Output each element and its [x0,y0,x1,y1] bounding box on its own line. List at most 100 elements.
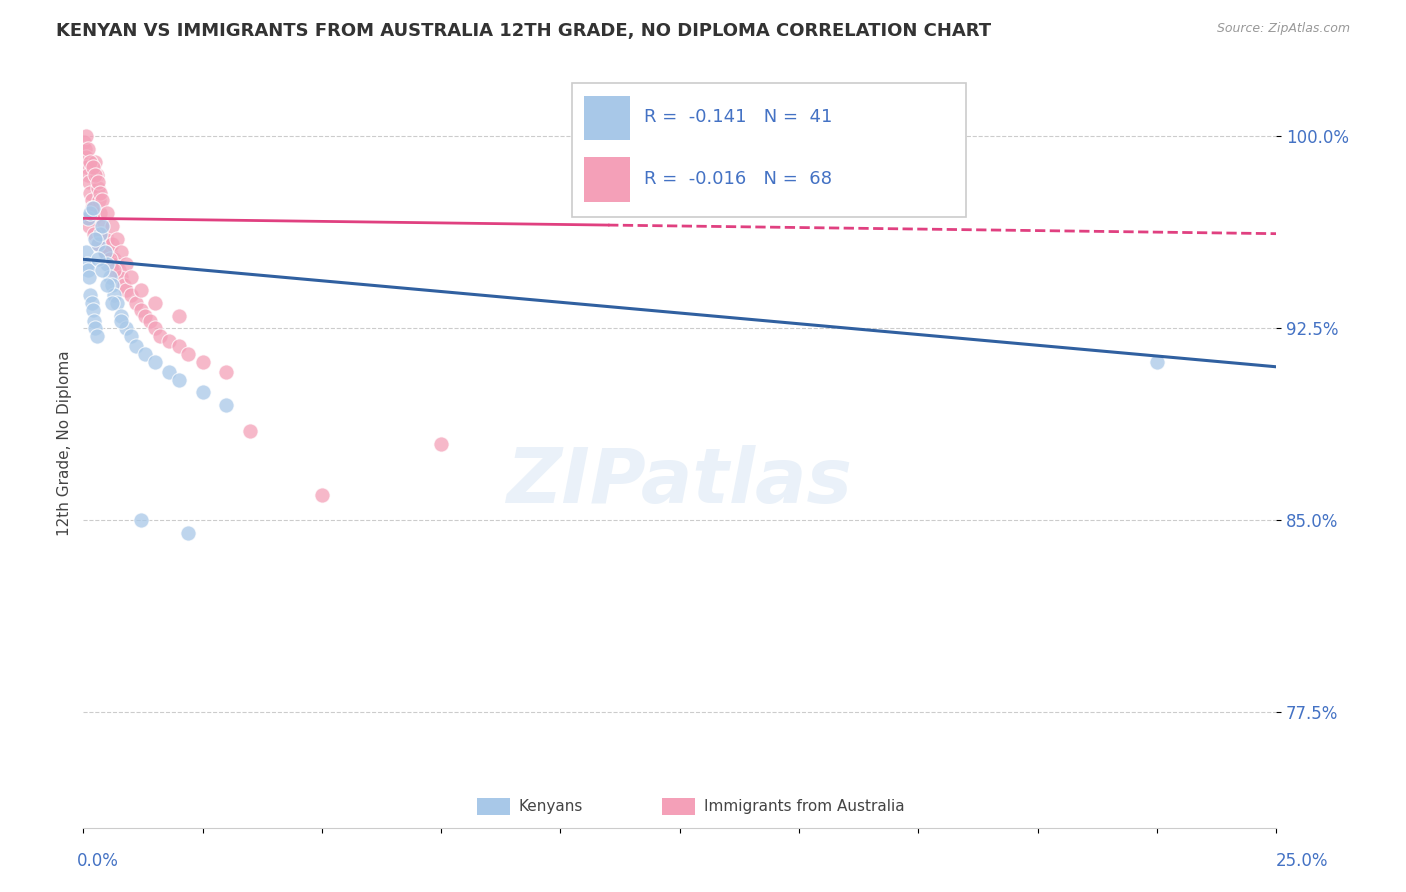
Point [110,270,132,285]
Point [125,295,148,310]
Point [215,398,238,412]
Point [79,288,101,302]
Point [96,277,118,292]
Point [84,155,107,169]
Point [94,244,117,259]
Point [83,211,105,226]
Point [82,160,104,174]
Point [110,314,132,328]
Point [105,257,128,271]
Point [79,186,101,200]
Point [86,180,108,194]
Point [82,303,104,318]
Point [110,309,132,323]
Point [84,168,107,182]
Point [77,262,100,277]
Point [79,206,101,220]
Point [98,270,121,285]
FancyBboxPatch shape [585,95,630,140]
Point [112,277,135,292]
Point [77,168,100,182]
Text: R =  -0.141   N =  41: R = -0.141 N = 41 [644,108,832,126]
Point [96,206,118,220]
Point [149,329,172,343]
Point [80,201,103,215]
Point [82,201,104,215]
Point [75,142,97,156]
Point [98,244,121,259]
Text: KENYAN VS IMMIGRANTS FROM AUSTRALIA 12TH GRADE, NO DIPLOMA CORRELATION CHART: KENYAN VS IMMIGRANTS FROM AUSTRALIA 12TH… [56,22,991,40]
Point [96,257,118,271]
Point [84,232,107,246]
Point [76,211,98,226]
Point [98,252,121,267]
Text: Kenyans: Kenyans [519,798,583,814]
Point [105,295,128,310]
Point [430,436,453,450]
Point [115,257,138,271]
Point [87,194,110,208]
Point [73,135,96,149]
Point [115,283,138,297]
Point [129,513,152,527]
Point [94,244,117,259]
Point [75,129,97,144]
Point [86,236,108,251]
Point [129,303,152,318]
Point [157,365,180,379]
FancyBboxPatch shape [662,798,695,815]
Text: Immigrants from Australia: Immigrants from Australia [703,798,904,814]
Point [86,329,108,343]
Point [103,262,125,277]
Text: Source: ZipAtlas.com: Source: ZipAtlas.com [1216,22,1350,36]
Point [129,283,152,297]
Point [86,176,108,190]
Point [115,321,138,335]
Text: 0.0%: 0.0% [77,852,120,870]
Point [83,314,105,328]
Point [77,219,100,233]
Point [77,176,100,190]
Point [77,211,100,226]
Text: 25.0%: 25.0% [1277,852,1329,870]
Point [120,270,142,285]
Point [91,227,114,241]
FancyBboxPatch shape [585,157,630,202]
Point [101,219,124,233]
FancyBboxPatch shape [572,83,966,217]
Point [76,257,98,271]
Point [91,219,114,233]
Point [311,488,333,502]
Point [167,373,190,387]
Point [86,168,108,182]
Point [167,339,190,353]
Point [191,354,214,368]
Point [103,252,125,267]
Point [76,160,98,174]
Point [84,321,107,335]
Point [108,262,131,277]
Point [101,277,124,292]
Point [75,244,97,259]
FancyBboxPatch shape [477,798,510,815]
Point [105,232,128,246]
Point [91,262,114,277]
Point [89,206,111,220]
Point [89,227,111,241]
Point [134,347,156,361]
Point [101,295,124,310]
Point [80,194,103,208]
Point [125,339,148,353]
Point [167,309,190,323]
Text: ZIPatlas: ZIPatlas [506,445,852,519]
Point [96,232,118,246]
Point [239,424,262,438]
Point [157,334,180,348]
Point [94,244,117,259]
Text: R =  -0.016   N =  68: R = -0.016 N = 68 [644,169,832,187]
Point [134,309,156,323]
Point [86,236,108,251]
Point [191,385,214,400]
Point [79,155,101,169]
Point [90,219,112,233]
